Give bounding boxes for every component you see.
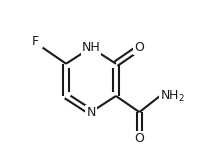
Text: NH$_2$: NH$_2$ bbox=[160, 89, 185, 104]
Text: N: N bbox=[86, 106, 96, 119]
Text: O: O bbox=[134, 132, 144, 145]
Text: O: O bbox=[134, 41, 144, 54]
Text: F: F bbox=[32, 34, 39, 48]
Text: NH: NH bbox=[82, 41, 100, 54]
